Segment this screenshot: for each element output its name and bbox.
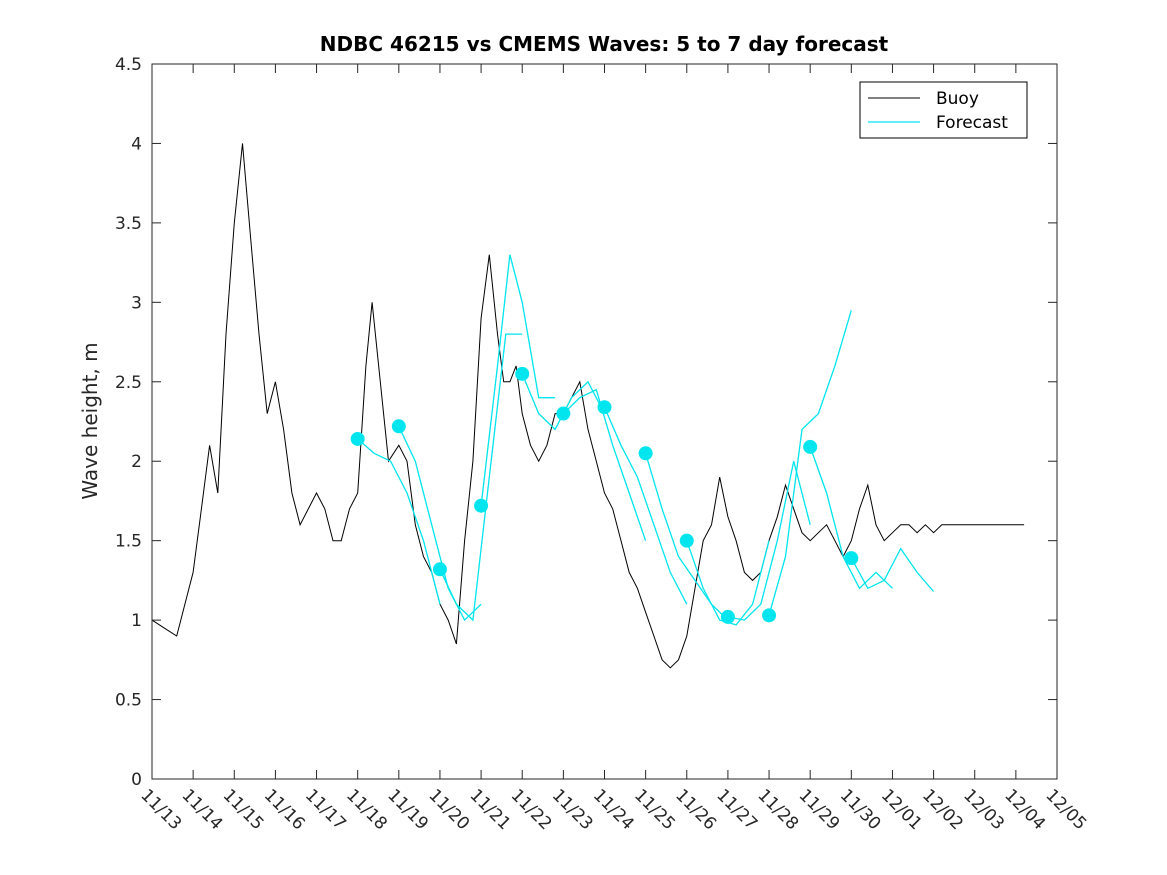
- legend: Buoy Forecast: [859, 81, 1028, 139]
- forecast-run-6: [603, 406, 688, 605]
- forecast-start-point: [638, 446, 653, 461]
- y-tick-label: 4.5: [115, 55, 142, 75]
- forecast-start-point: [844, 551, 859, 566]
- buoy-line: [151, 143, 1025, 669]
- forecast-start-point: [350, 431, 365, 446]
- forecast-start-point: [432, 562, 447, 577]
- forecast-run-1: [398, 426, 482, 622]
- forecast-run-12: [850, 547, 935, 592]
- y-tick-label: 4: [131, 134, 142, 154]
- y-tick-label: 0: [131, 770, 142, 790]
- forecast-start-point: [391, 419, 406, 434]
- forecast-start-point: [679, 533, 694, 548]
- forecast-run-3: [480, 254, 556, 506]
- y-axis-label: Wave height, m: [78, 342, 102, 499]
- forecast-start-point: [597, 400, 612, 415]
- forecast-start-point: [803, 439, 818, 454]
- forecast-start-point: [556, 406, 571, 421]
- y-tick-label: 2.5: [115, 373, 142, 393]
- forecast-start-point: [474, 498, 489, 513]
- legend-buoy-label: Buoy: [936, 89, 979, 109]
- y-tick-label: 1: [131, 611, 142, 631]
- y-tick-label: 3: [131, 293, 142, 313]
- y-tick-label: 0.5: [115, 691, 142, 711]
- y-tick-label: 3.5: [115, 214, 142, 234]
- forecast-run-11: [809, 446, 893, 590]
- forecast-run-10: [768, 310, 852, 616]
- forecast-start-points: [350, 366, 859, 624]
- chart-title: NDBC 46215 vs CMEMS Waves: 5 to 7 day fo…: [320, 32, 889, 56]
- y-tick-label: 2: [131, 452, 142, 472]
- y-tick-label: 1.5: [115, 532, 142, 552]
- forecast-run-5: [562, 388, 647, 541]
- forecast-run-2: [439, 333, 523, 622]
- buoy-series: [151, 143, 1025, 669]
- forecast-run-0: [357, 438, 441, 605]
- forecast-start-point: [515, 366, 530, 381]
- forecast-run-7: [644, 453, 729, 621]
- legend-forecast-label: Forecast: [936, 113, 1008, 133]
- forecast-start-point: [762, 608, 777, 623]
- forecast-start-point: [720, 609, 735, 624]
